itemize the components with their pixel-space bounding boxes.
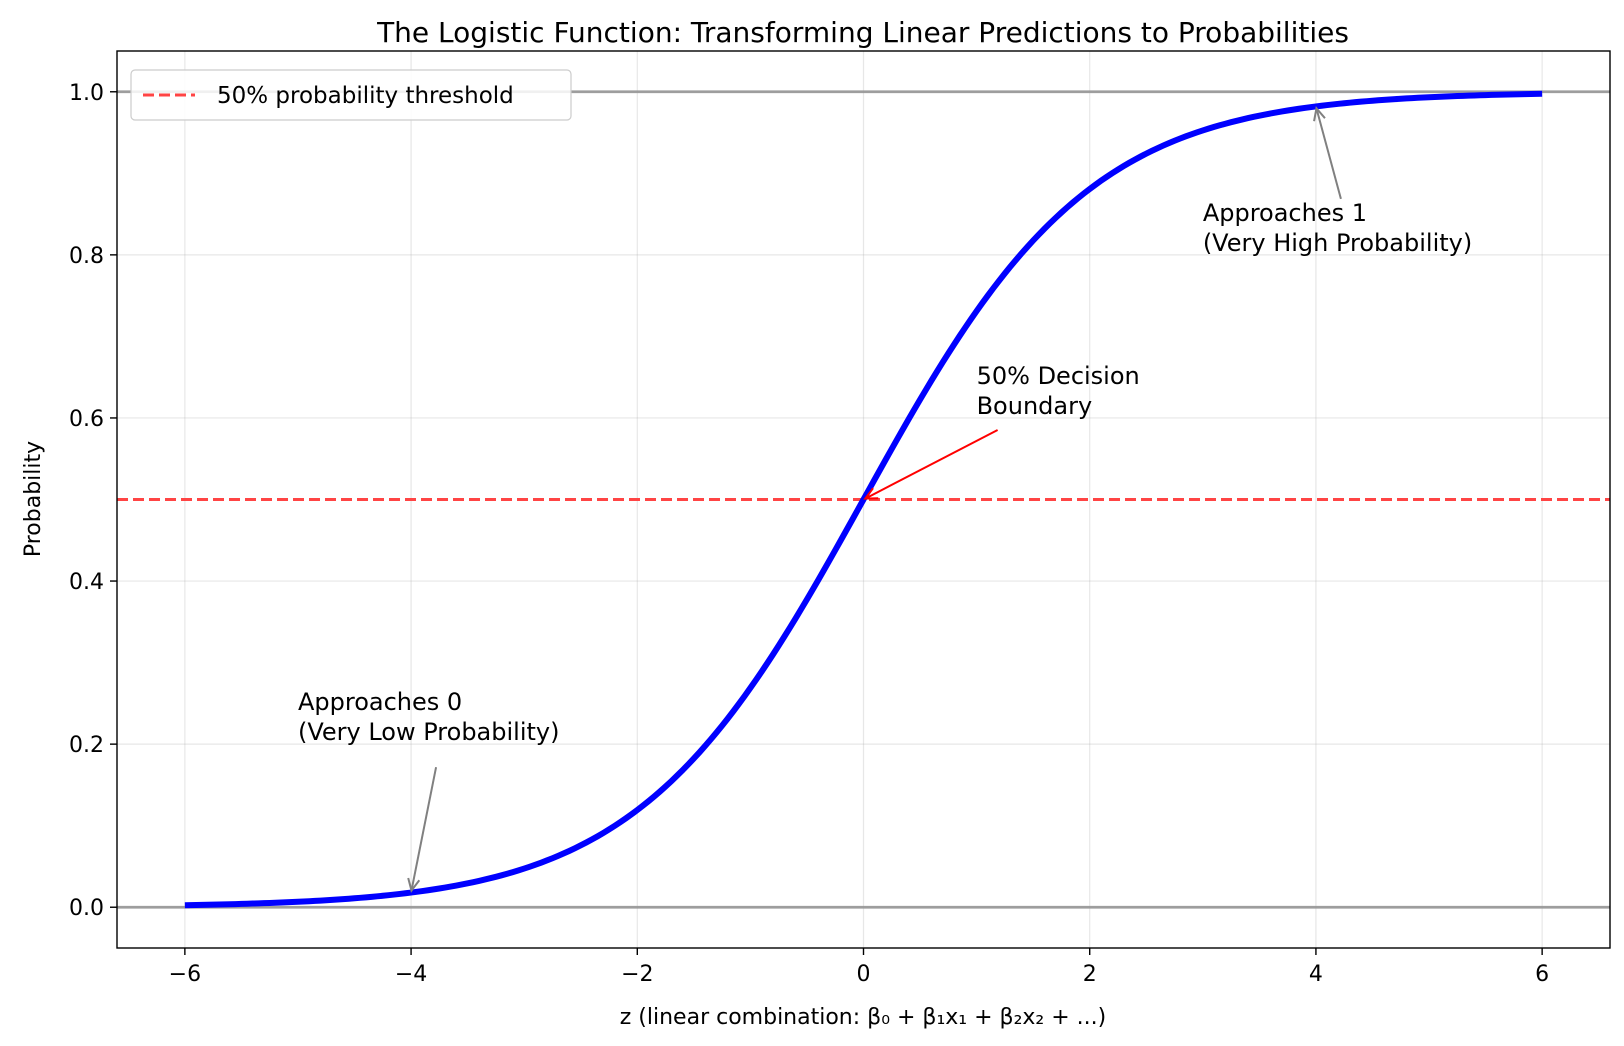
annotation-text: Approaches 0 [298,688,462,716]
x-tick-label: 2 [1083,962,1097,987]
x-tick-label: −2 [621,962,653,987]
x-axis-label: z (linear combination: β₀ + β₁x₁ + β₂x₂ … [620,1005,1106,1030]
annotation: Approaches 1(Very High Probability) [1203,106,1472,257]
legend: 50% probability threshold [130,69,572,121]
annotation-text: Boundary [977,392,1093,420]
y-tick-label: 0.0 [69,896,104,921]
annotation-arrowhead [863,487,879,500]
y-tick-label: 0.2 [69,733,104,758]
legend-entry-threshold: 50% probability threshold [217,83,514,109]
annotation-text: 50% Decision [977,362,1140,390]
annotation-arrow [410,766,438,891]
x-axis-ticks: −6 −4 −2 0 2 4 6 [169,948,1549,987]
annotation-arrow [1315,108,1342,200]
y-axis-label: Probability [21,441,46,557]
y-axis-ticks: 0.0 0.2 0.4 0.6 0.8 1.0 [69,81,117,921]
x-tick-label: 0 [857,962,871,987]
annotation: Approaches 0(Very Low Probability) [298,688,560,893]
x-tick-label: −6 [169,962,201,987]
x-tick-label: 4 [1309,962,1323,987]
annotation-text: (Very High Probability) [1203,229,1472,257]
x-tick-label: 6 [1535,962,1549,987]
annotation-text: (Very Low Probability) [298,718,560,746]
annotation-text: Approaches 1 [1203,199,1367,227]
y-tick-label: 0.8 [69,244,104,269]
annotation-arrow [864,429,999,500]
y-tick-label: 1.0 [69,81,104,106]
annotation-arrowhead [407,877,421,893]
chart-title: The Logistic Function: Transforming Line… [376,16,1349,49]
y-tick-label: 0.6 [69,407,104,432]
annotation-arrowhead [1313,106,1326,122]
legend-box [130,69,572,121]
x-tick-label: −4 [395,962,427,987]
y-tick-label: 0.4 [69,570,104,595]
